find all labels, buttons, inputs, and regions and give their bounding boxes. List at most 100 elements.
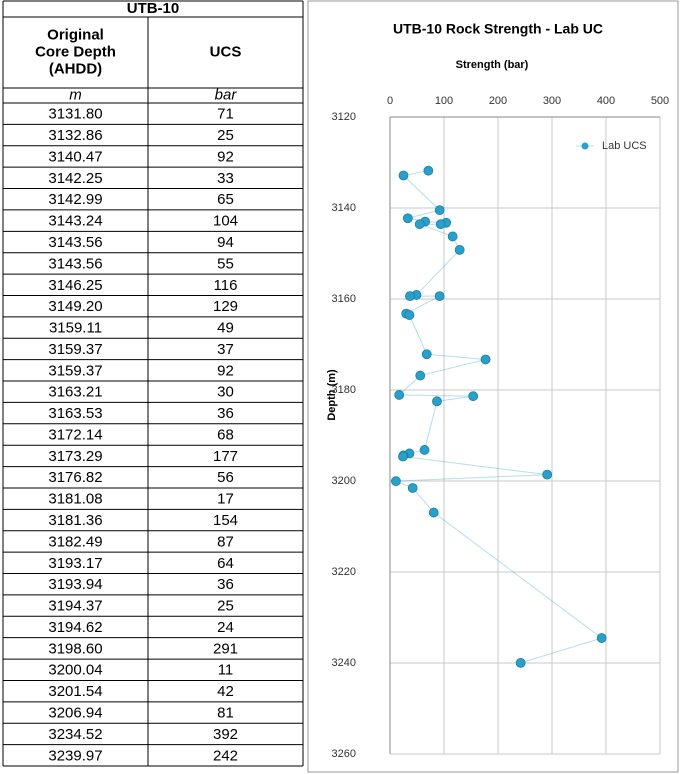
table-cell: 71 [217, 106, 234, 123]
table-cell: 3159.37 [48, 362, 102, 379]
point [428, 507, 439, 518]
table-cell: 37 [217, 341, 234, 358]
table-cell: 3172.14 [48, 426, 102, 443]
table-unit: m [69, 86, 82, 103]
table-cell: 3194.37 [48, 598, 102, 615]
table-cell: 3142.99 [48, 191, 102, 208]
point [421, 349, 432, 360]
legend-marker [581, 142, 589, 150]
point [398, 170, 409, 181]
table-cell: 25 [217, 598, 234, 615]
table-cell: 87 [217, 533, 234, 550]
table-cell: 56 [217, 469, 234, 486]
x-tick-label: 200 [489, 95, 507, 107]
table-cell: 92 [217, 148, 234, 165]
point [434, 291, 445, 302]
y-axis-label: Depth (m) [326, 369, 338, 421]
point [419, 445, 430, 455]
table-cell: 3143.24 [48, 213, 102, 230]
table-cell: 36 [217, 576, 234, 593]
point [405, 291, 415, 302]
table-cell: 49 [217, 320, 234, 337]
point [414, 219, 425, 230]
y-tick-label: 3120 [332, 111, 356, 123]
table-cell: 242 [213, 747, 238, 764]
point [468, 391, 479, 402]
y-tick-label: 3160 [332, 293, 356, 305]
table-header: UCS [210, 43, 242, 60]
table-cell: 3143.56 [48, 234, 102, 251]
chart-title: UTB-10 Rock Strength - Lab UC [393, 21, 603, 37]
table-cell: 3140.47 [48, 148, 102, 165]
table-cell: 177 [213, 448, 238, 465]
point [415, 370, 426, 381]
table-cell: 3198.60 [48, 640, 102, 657]
y-tick-label: 3140 [332, 202, 356, 214]
point [480, 354, 491, 365]
y-tick-label: 3260 [332, 748, 356, 760]
table-cell: 3234.52 [48, 726, 102, 743]
table-cell: 3143.56 [48, 255, 102, 272]
table-cell: 64 [217, 555, 234, 572]
table-cell: 92 [217, 362, 234, 379]
table-cell: 30 [217, 384, 234, 401]
table-cell: 3149.20 [48, 298, 102, 315]
x-tick-label: 100 [435, 95, 453, 107]
table-cell: 3159.37 [48, 341, 102, 358]
table-cell: 3176.82 [48, 469, 102, 486]
table-header: (AHDD) [49, 60, 102, 77]
table-cell: 154 [213, 512, 238, 529]
y-tick-label: 3240 [332, 657, 356, 669]
point [423, 165, 434, 176]
point [391, 476, 401, 487]
point [404, 310, 415, 320]
legend-label: Lab UCS [602, 140, 647, 152]
table-cell: 3193.94 [48, 576, 102, 593]
table-cell: 68 [217, 426, 234, 443]
series-line [395, 170, 603, 664]
x-tick-label: 400 [597, 95, 615, 107]
y-tick-label: 3180 [332, 384, 356, 396]
x-tick-label: 300 [543, 95, 561, 107]
table-header: Core Depth [35, 43, 116, 60]
table-cell: 3193.17 [48, 555, 102, 572]
point [435, 219, 446, 230]
table-cell: 116 [214, 277, 238, 294]
point [515, 657, 526, 668]
table-cell: 3200.04 [48, 662, 102, 679]
table-cell: 3181.36 [48, 512, 102, 529]
table-cell: 33 [217, 170, 234, 187]
table-cell: 25 [217, 127, 234, 144]
table-cell: 81 [217, 705, 234, 722]
point [394, 390, 405, 400]
point [454, 244, 465, 255]
table-cell: 3142.25 [48, 170, 102, 187]
chart-frame [307, 0, 679, 773]
table-cell: 291 [213, 640, 238, 657]
table-cell: 3163.21 [48, 384, 102, 401]
table-cell: 3146.25 [48, 277, 102, 294]
x-axis-label: Strength (bar) [456, 59, 529, 71]
point [447, 231, 458, 242]
table-cell: 24 [217, 619, 234, 636]
point [398, 451, 408, 462]
table-cell: 55 [217, 255, 234, 272]
y-tick-label: 3200 [332, 475, 356, 487]
table-cell: 36 [217, 405, 234, 422]
table-cell: 129 [213, 298, 238, 315]
x-tick-label: 500 [651, 95, 669, 107]
table-cell: 65 [217, 191, 234, 208]
point [542, 469, 553, 480]
table-cell: 3159.11 [49, 320, 102, 337]
table-unit: bar [215, 86, 238, 103]
table-cell: 11 [218, 662, 234, 679]
table-cell: 3181.08 [48, 491, 102, 508]
table-cell: 42 [217, 683, 234, 700]
table-cell: 3173.29 [48, 448, 102, 465]
table-cell: 3132.86 [48, 127, 102, 144]
table-cell: 17 [217, 491, 234, 508]
table-cell: 94 [217, 234, 234, 251]
table-cell: 104 [213, 213, 238, 230]
x-tick-label: 0 [387, 95, 393, 107]
